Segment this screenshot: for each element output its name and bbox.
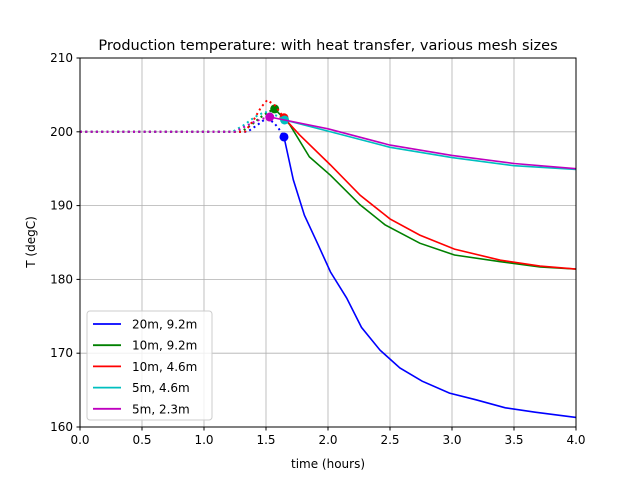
legend: 20m, 9.2m 10m, 9.2m 10m, 4.6m 5m, 4.6m 5m, 2… bbox=[86, 310, 213, 421]
series-marker bbox=[279, 132, 289, 142]
x-tick-label: 3.0 bbox=[442, 433, 461, 447]
legend-label: 10m, 9.2m bbox=[132, 339, 197, 353]
y-tick-label: 170 bbox=[50, 346, 73, 360]
x-tick-label: 2.5 bbox=[380, 433, 399, 447]
x-axis-label: time (hours) bbox=[291, 457, 365, 471]
legend-box bbox=[86, 310, 213, 421]
series-solid-line bbox=[283, 136, 577, 419]
series-solid-line bbox=[283, 117, 577, 270]
y-tick-label: 180 bbox=[50, 272, 73, 286]
series-4 bbox=[80, 112, 577, 170]
series-solid-line bbox=[274, 108, 577, 270]
x-tick-label: 0.0 bbox=[70, 433, 89, 447]
x-tick-label: 1.5 bbox=[256, 433, 275, 447]
y-tick-label: 190 bbox=[50, 199, 73, 213]
x-tick-label: 2.0 bbox=[318, 433, 337, 447]
x-axis-ticks: 0.0 0.5 1.0 1.5 2.0 2.5 3.0 3.5 4.0 bbox=[70, 427, 586, 447]
series-lines bbox=[80, 98, 577, 419]
legend-label: 10m, 4.6m bbox=[132, 360, 197, 374]
y-axis-label: T (degC) bbox=[24, 216, 38, 269]
legend-label: 5m, 4.6m bbox=[132, 381, 190, 395]
series-dotted-line bbox=[80, 98, 285, 133]
chart-title: Production temperature: with heat transf… bbox=[98, 38, 557, 54]
y-axis-ticks: 160 170 180 190 200 210 bbox=[50, 51, 80, 434]
y-tick-label: 200 bbox=[50, 125, 73, 139]
series-solid-line bbox=[284, 119, 577, 171]
plot-frame bbox=[79, 57, 577, 428]
legend-label: 20m, 9.2m bbox=[132, 318, 197, 332]
series-0 bbox=[80, 117, 577, 419]
series-marker bbox=[265, 112, 275, 122]
x-tick-label: 3.5 bbox=[504, 433, 523, 447]
legend-label: 5m, 2.3m bbox=[132, 402, 190, 416]
x-tick-label: 0.5 bbox=[132, 433, 151, 447]
x-tick-label: 4.0 bbox=[566, 433, 585, 447]
series-dotted-line bbox=[80, 116, 270, 133]
x-tick-label: 1.0 bbox=[194, 433, 213, 447]
y-tick-label: 210 bbox=[50, 51, 73, 65]
y-tick-label: 160 bbox=[50, 420, 73, 434]
series-solid-line bbox=[269, 116, 577, 170]
series-marker bbox=[270, 104, 280, 114]
